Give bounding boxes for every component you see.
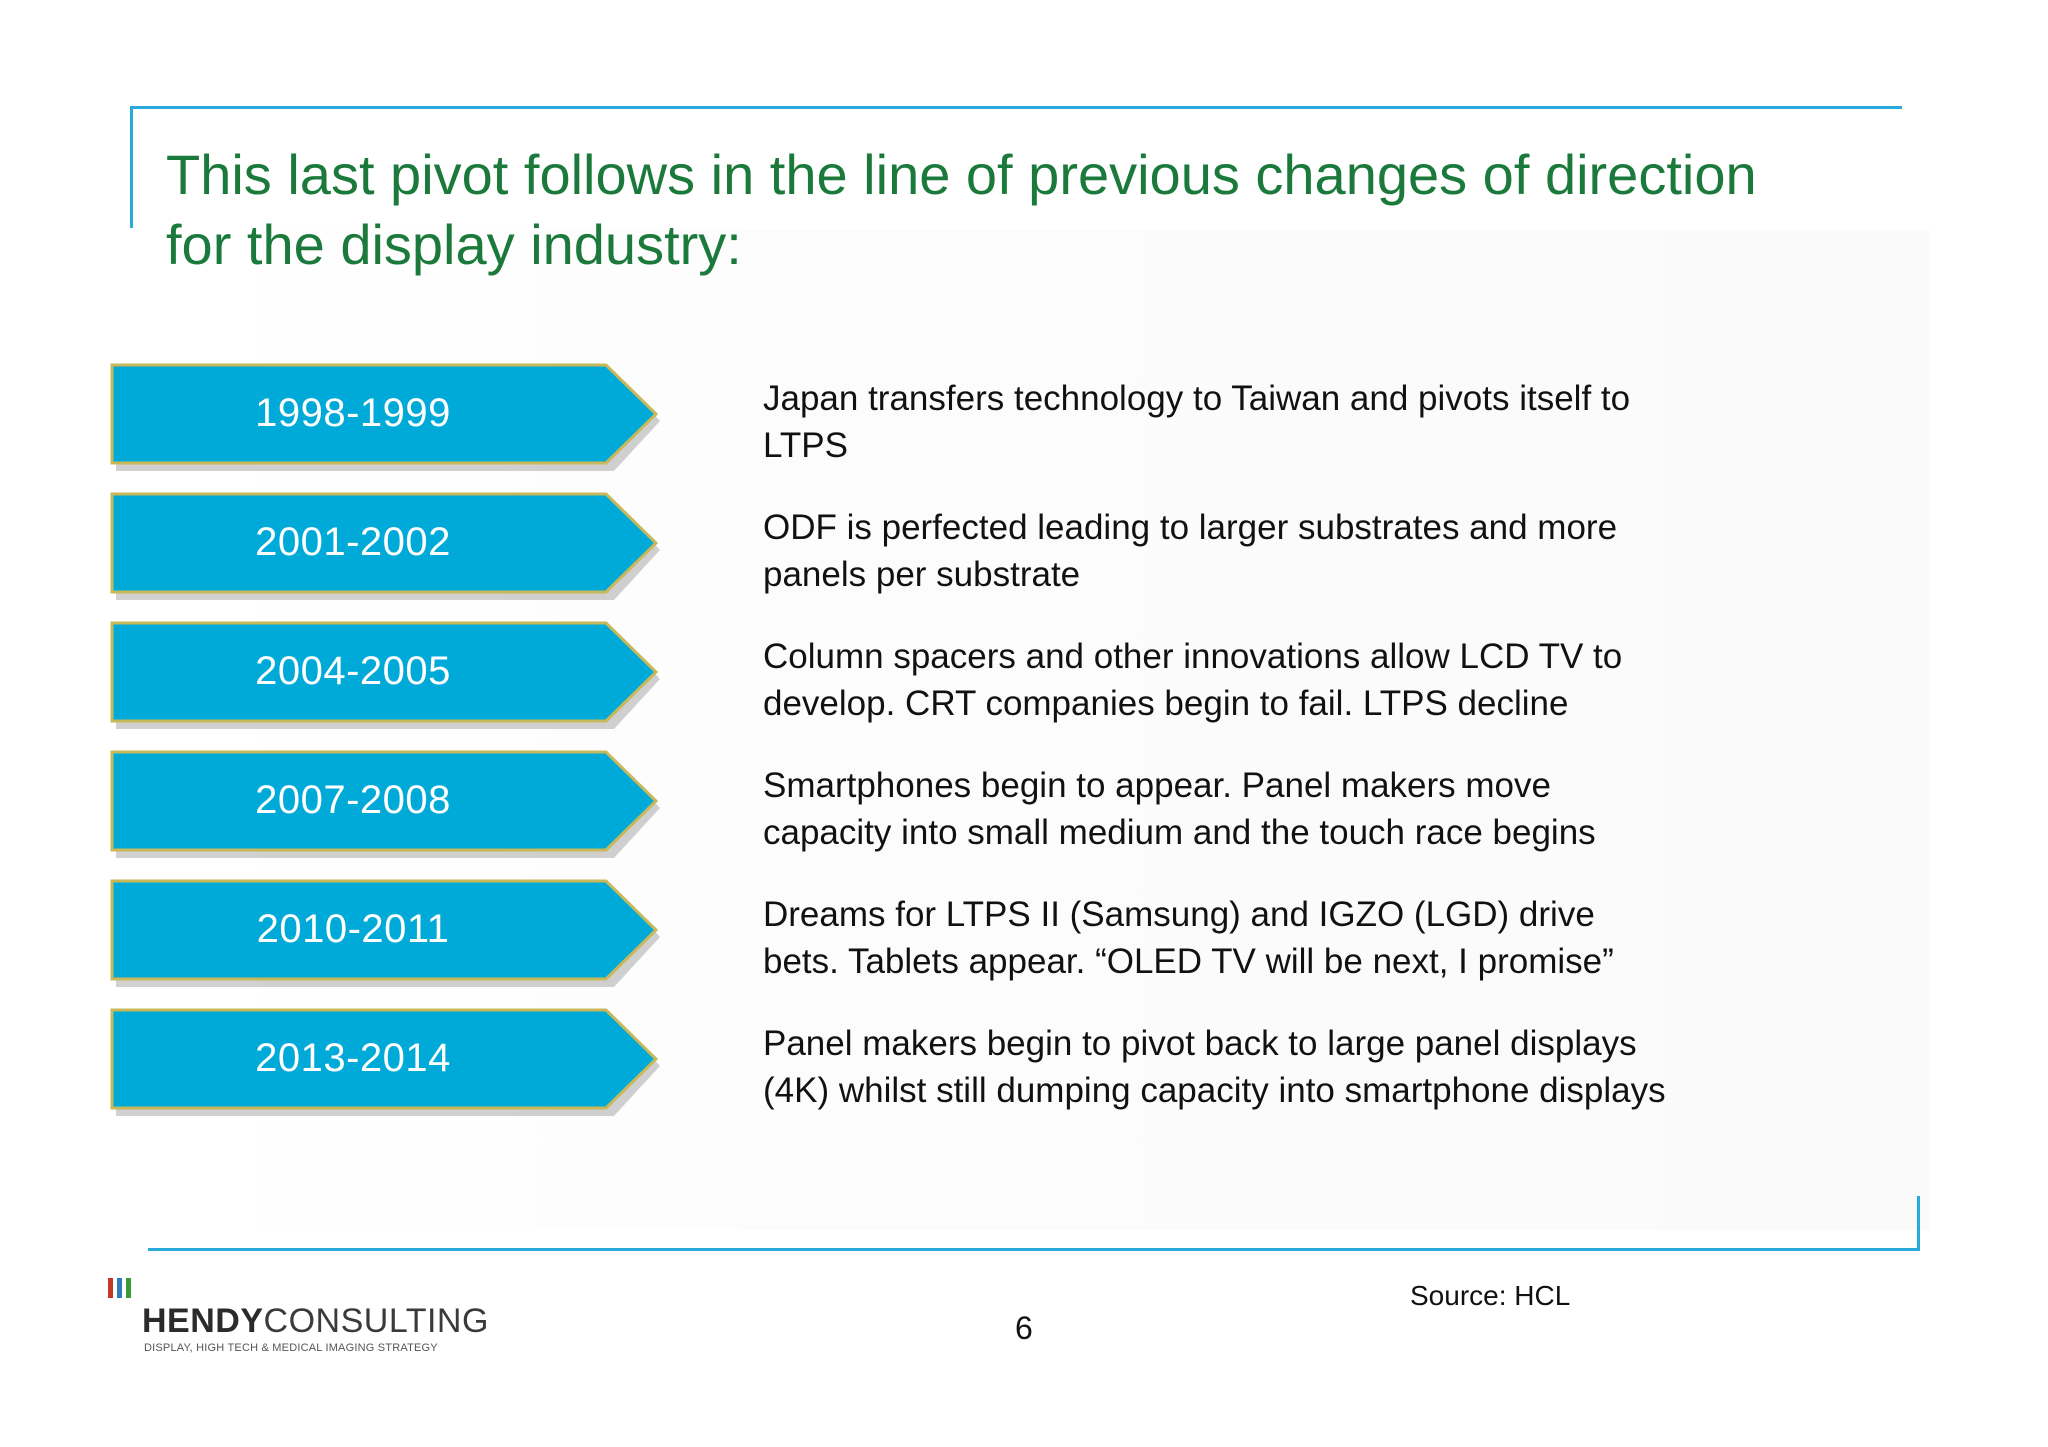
frame-bottom-corner xyxy=(1917,1196,1920,1251)
page-number: 6 xyxy=(1015,1310,1033,1346)
period-description: Column spacers and other innovations all… xyxy=(763,637,1623,723)
timeline-row: 2001-2002 ODF is perfected leading to lar… xyxy=(110,489,1810,600)
logo-bars-icon xyxy=(108,1278,148,1300)
frame-bottom-line xyxy=(148,1248,1920,1251)
period-description: Smartphones begin to appear. Panel maker… xyxy=(763,766,1596,852)
period-description: Japan transfers technology to Taiwan and… xyxy=(763,379,1631,465)
period-label: 2007-2008 xyxy=(255,777,451,822)
timeline-row: 1998-1999 Japan transfers technology to T… xyxy=(110,360,1810,471)
company-logo: HENDYCONSULTING DISPLAY, HIGH TECH & MED… xyxy=(108,1278,488,1358)
period-arrow: 2010-2011 xyxy=(110,879,666,987)
frame-top-corner xyxy=(130,106,133,228)
period-description: Panel makers begin to pivot back to larg… xyxy=(763,1024,1666,1110)
period-label: 2010-2011 xyxy=(256,906,450,951)
timeline-row: 2004-2005 Column spacers and other innova… xyxy=(110,618,1810,729)
source-note: Source: HCL xyxy=(1410,1280,1571,1311)
period-label: 2004-2005 xyxy=(255,648,451,693)
arrow-shape-icon xyxy=(110,750,660,858)
period-arrow: 1998-1999 xyxy=(110,363,666,471)
logo-tagline: DISPLAY, HIGH TECH & MEDICAL IMAGING STR… xyxy=(144,1342,438,1354)
slide-title: This last pivot follows in the line of p… xyxy=(166,143,1757,276)
arrow-shape-icon xyxy=(110,492,660,600)
logo-name-light: CONSULTING xyxy=(263,1302,489,1340)
arrow-shape-icon xyxy=(110,1008,660,1116)
arrow-shape-icon xyxy=(110,879,660,987)
period-arrow: 2004-2005 xyxy=(110,621,666,729)
period-description: ODF is perfected leading to larger subst… xyxy=(763,508,1618,594)
timeline-row: 2007-2008 Smartphones begin to appear. Pa… xyxy=(110,747,1810,858)
period-label: 2001-2002 xyxy=(255,519,451,564)
period-arrow: 2007-2008 xyxy=(110,750,666,858)
period-label: 1998-1999 xyxy=(255,390,451,435)
period-label: 2013-2014 xyxy=(255,1035,451,1080)
timeline-row: 2010-2011 Dreams for LTPS II (Samsung) an… xyxy=(110,876,1810,987)
arrow-shape-icon xyxy=(110,363,660,471)
logo-name-bold: HENDY xyxy=(142,1302,264,1340)
period-arrow: 2013-2014 xyxy=(110,1008,666,1116)
period-arrow: 2001-2002 xyxy=(110,492,666,600)
period-description: Dreams for LTPS II (Samsung) and IGZO (L… xyxy=(763,895,1614,981)
frame-top-line xyxy=(130,106,1902,109)
timeline-row: 2013-2014 Panel makers begin to pivot bac… xyxy=(110,1005,1810,1116)
arrow-shape-icon xyxy=(110,621,660,729)
logo-name: HENDYCONSULTING xyxy=(142,1302,489,1341)
